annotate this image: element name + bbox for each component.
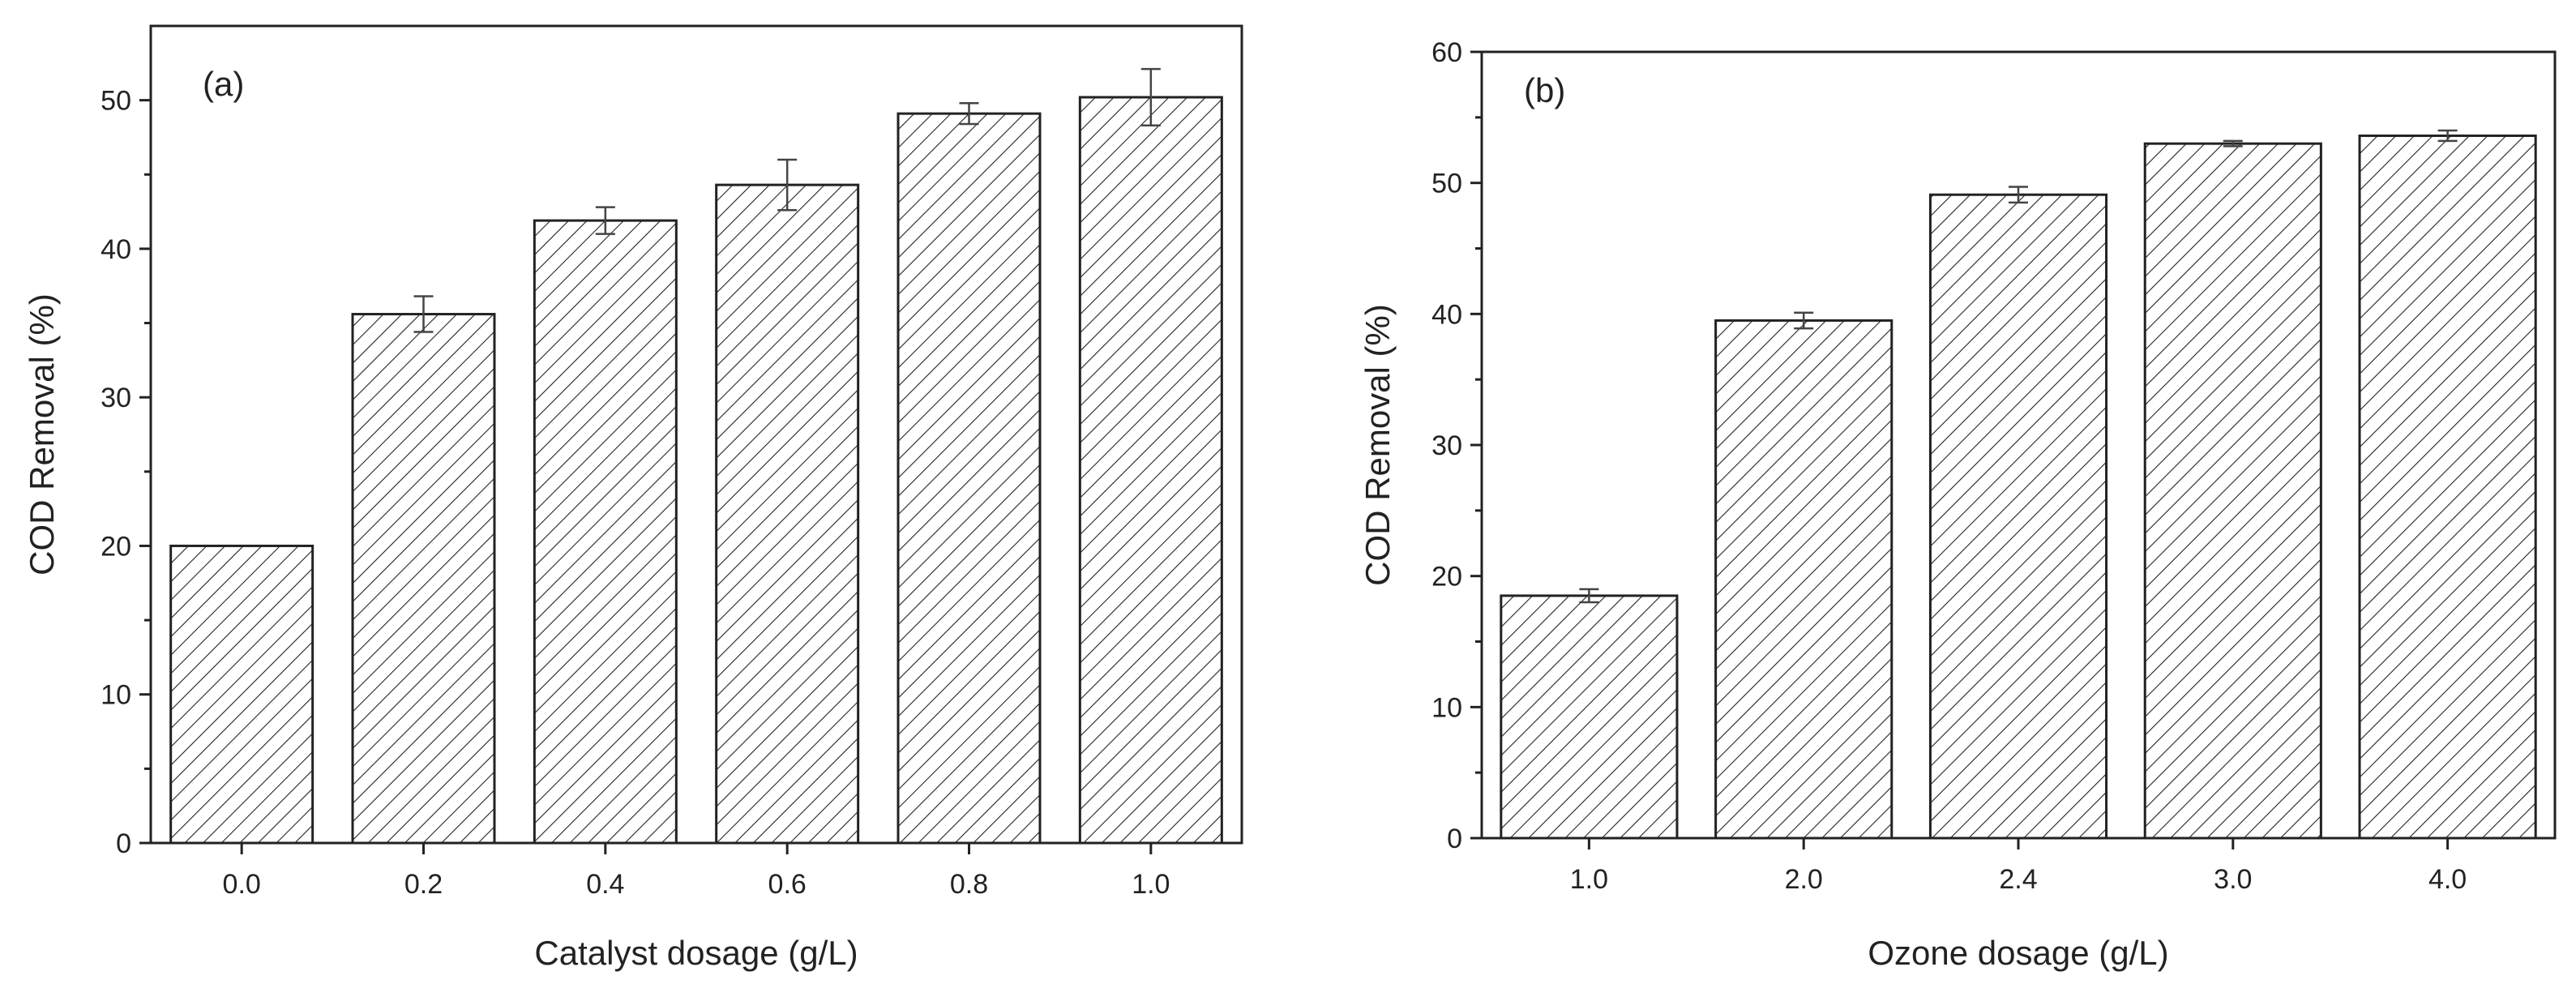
bar [1500, 594, 1679, 840]
panel-label: (a) [203, 65, 244, 103]
y-tick-label: 30 [1431, 430, 1462, 461]
y-tick-label: 40 [101, 234, 131, 265]
error-bars [1579, 129, 2458, 604]
x-tick-label: 0.8 [950, 869, 988, 900]
y-tick-label: 10 [101, 680, 131, 711]
bar [533, 219, 678, 845]
chart-panel-a: 0 10 20 30 40 50 0.0 0.2 0.4 0.6 0.8 1.0 (a) Catal… [23, 24, 1243, 972]
x-axis-ticks: 1.0 2.0 2.4 3.0 4.0 [1570, 838, 2467, 895]
x-tick-label: 4.0 [2428, 864, 2467, 895]
bar-series [1500, 134, 2537, 840]
y-axis-title: COD Removal (%) [1359, 304, 1397, 586]
x-tick-label: 0.2 [404, 869, 443, 900]
bar [2358, 134, 2537, 840]
y-axis-title: COD Removal (%) [23, 293, 61, 576]
bar [1928, 193, 2108, 840]
y-tick-label: 40 [1431, 299, 1462, 330]
x-tick-label: 0.6 [768, 869, 807, 900]
bar [1714, 319, 1893, 840]
y-tick-label: 20 [1431, 562, 1462, 593]
y-tick-label: 30 [101, 383, 131, 413]
x-tick-label: 0.0 [223, 869, 261, 900]
error-bars [413, 67, 1161, 333]
x-tick-label: 1.0 [1132, 869, 1170, 900]
x-tick-label: 3.0 [2214, 864, 2252, 895]
bar-series [169, 96, 1223, 845]
bar [351, 313, 496, 845]
bar [169, 544, 315, 845]
y-tick-label: 50 [1431, 169, 1462, 199]
bar [896, 112, 1042, 845]
y-axis-ticks: 0 10 20 30 40 50 [101, 86, 151, 859]
bar [715, 183, 860, 845]
plot-frame [149, 24, 1243, 845]
panel-label: (b) [1524, 71, 1565, 109]
y-tick-label: 50 [101, 86, 131, 117]
y-tick-label: 20 [101, 531, 131, 562]
x-tick-label: 0.4 [586, 869, 624, 900]
bar [2143, 142, 2322, 840]
x-tick-label: 2.0 [1785, 864, 1823, 895]
y-tick-label: 0 [116, 828, 131, 859]
y-axis-ticks: 0 10 20 30 40 50 60 [1431, 37, 1482, 854]
bar [1078, 96, 1223, 845]
y-tick-label: 0 [1447, 824, 1462, 854]
x-axis-ticks: 0.0 0.2 0.4 0.6 0.8 1.0 [223, 843, 1170, 900]
x-axis-title: Catalyst dosage (g/L) [534, 934, 858, 972]
x-tick-label: 2.4 [1999, 864, 2037, 895]
x-tick-label: 1.0 [1570, 864, 1608, 895]
y-tick-label: 60 [1431, 37, 1462, 68]
y-tick-label: 10 [1431, 692, 1462, 723]
chart-panel-b: 0 10 20 30 40 50 60 1.0 2.0 2.4 3.0 4.0 (b) Ozone … [1359, 37, 2557, 972]
x-axis-title: Ozone dosage (g/L) [1868, 934, 2168, 972]
